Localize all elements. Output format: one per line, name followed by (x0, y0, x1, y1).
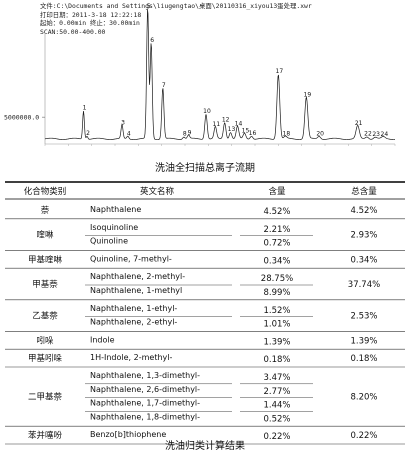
compound-name-cell: Naphthalene, 1,8-dimethyl- (90, 412, 200, 421)
table-caption: 洗油归类计算结果 (165, 441, 245, 452)
table-header-cell: 化合物类别 (24, 186, 67, 197)
category-cell: 吲哚 (36, 336, 54, 346)
compound-name-cell: Isoquinoline (90, 223, 138, 232)
compound-name-cell: Naphthalene, 2-methyl- (90, 272, 185, 281)
peak-label: 12 (222, 117, 230, 124)
content-cell: 8.99% (263, 288, 290, 298)
content-cell: 0.52% (263, 414, 290, 424)
scan-range-text: SCAN:50.00-400.00 (40, 27, 106, 36)
peak-label: 16 (249, 130, 257, 137)
compound-name-cell: Naphthalene, 2,6-dimethyl- (90, 385, 200, 394)
chart-caption: 洗油全扫描总离子流期 (155, 163, 255, 174)
table-header-cell: 英文名称 (140, 186, 175, 197)
category-cell: 二甲基萘 (28, 392, 63, 403)
content-cell: 0.18% (263, 355, 290, 365)
peak-label: 21 (355, 120, 363, 127)
category-cell: 乙基萘 (32, 311, 58, 322)
peak-label: 20 (316, 130, 324, 137)
compound-name-cell: Indole (90, 335, 115, 344)
peak-label: 14 (235, 121, 243, 128)
peak-label: 19 (304, 91, 312, 98)
peak-label: 11 (213, 121, 221, 128)
table-header-cell: 总含量 (351, 186, 377, 197)
content-cell: 28.75% (261, 274, 293, 284)
peak-label: 2 (86, 130, 90, 137)
total-content-cell: 37.74% (348, 280, 380, 290)
compound-name-cell: Naphthalene, 1-ethyl- (90, 304, 177, 313)
content-cell: 2.21% (263, 225, 290, 235)
y-tick-label: 5000000.0 (4, 114, 39, 122)
category-cell: 萘 (41, 205, 50, 216)
file-path-text: 文件:C:\Documents and Settings\liugengtao\… (40, 2, 312, 10)
total-content-cell: 0.18% (350, 354, 377, 364)
content-cell: 2.77% (263, 387, 290, 397)
content-cell: 1.01% (263, 320, 290, 330)
peak-label: 9 (188, 129, 192, 136)
compound-name-cell: Quinoline, 7-methyl- (90, 254, 172, 263)
compound-name-cell: Naphthalene, 1,3-dimethyl- (90, 371, 200, 380)
compound-name-cell: 1H-Indole, 2-methyl- (90, 353, 172, 362)
category-cell: 甲基喹啉 (28, 254, 63, 265)
time-range-text: 起始：0.00min 终止：30.00min (40, 19, 140, 28)
content-cell: 1.44% (263, 401, 290, 411)
total-content-cell: 2.53% (350, 312, 377, 322)
peak-label: 18 (283, 131, 291, 138)
content-cell: 3.47% (263, 373, 290, 383)
content-cell: 1.39% (263, 337, 290, 347)
compound-name-cell: Naphthalene, 1,7-dimethyl- (90, 399, 200, 408)
peak-label: 3 (121, 119, 125, 126)
total-content-cell: 8.20% (350, 393, 377, 403)
category-cell: 喹啉 (36, 230, 54, 241)
table-header-cell: 含量 (268, 186, 286, 197)
peak-label: 4 (127, 130, 131, 137)
category-cell: 甲基萘 (32, 279, 58, 290)
compound-name-cell: Naphthalene, 1-methyl (90, 286, 182, 295)
content-cell: 0.34% (263, 256, 290, 266)
total-content-cell: 1.39% (350, 336, 377, 346)
tic-trace-line (44, 9, 396, 140)
content-cell: 4.52% (263, 207, 290, 217)
peak-label: 15 (242, 128, 250, 135)
compound-name-cell: Quinoline (90, 237, 128, 246)
peak-label: 6 (150, 37, 154, 44)
category-cell: 甲基吲哚 (28, 353, 63, 364)
peak-label: 13 (228, 126, 236, 133)
peak-label: 8 (183, 131, 187, 138)
peak-label: 1 (83, 105, 87, 112)
chromatogram-header: 文件:C:\Documents and Settings\liugengtao\… (40, 2, 400, 36)
peak-label: 17 (276, 68, 284, 75)
peak-label: 24 (381, 131, 389, 138)
print-date-text: 打印日期：2011-3-18 12:22:18 (40, 10, 142, 19)
compound-name-cell: Naphthalene, 2-ethyl- (90, 318, 177, 327)
total-content-cell: 0.34% (350, 255, 377, 265)
content-cell: 0.72% (263, 239, 290, 249)
peak-label: 23 (372, 131, 380, 138)
peak-label: 22 (364, 131, 372, 138)
peak-label: 7 (162, 82, 166, 89)
total-content-cell: 4.52% (350, 206, 377, 216)
total-content-cell: 2.93% (350, 231, 377, 241)
peak-label: 5 (147, 3, 151, 10)
content-cell: 1.52% (263, 306, 290, 316)
compound-name-cell: Naphthalene (90, 205, 141, 214)
peak-label: 10 (203, 108, 211, 115)
